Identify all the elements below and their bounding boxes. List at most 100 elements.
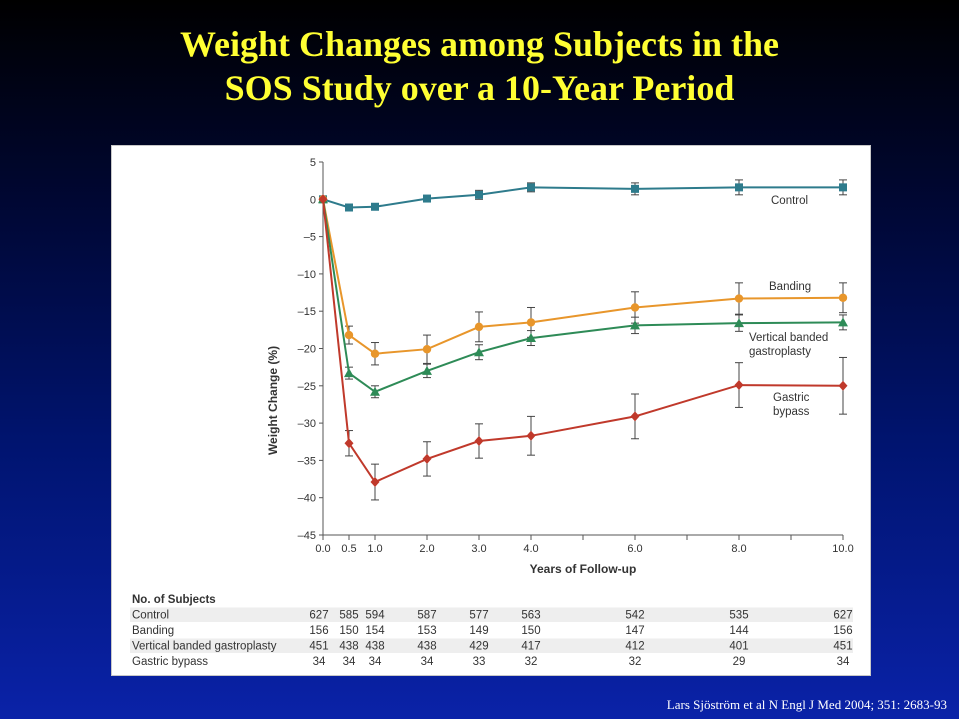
table-cell: 627 (833, 610, 852, 622)
data-point (474, 347, 484, 357)
data-point (527, 183, 535, 192)
series-label: gastroplasty (749, 346, 811, 358)
y-tick-label: –30 (298, 418, 316, 430)
data-point (526, 318, 536, 327)
data-point (734, 294, 744, 303)
table-cell: 401 (729, 641, 748, 653)
x-tick-label: 0.0 (315, 543, 330, 555)
x-tick-label: 2.0 (419, 543, 434, 555)
data-point (630, 303, 640, 312)
x-tick-label: 4.0 (523, 543, 538, 555)
table-cell: 34 (343, 656, 356, 668)
table-header: No. of Subjects (132, 594, 216, 606)
series-line (322, 199, 844, 393)
data-point (370, 477, 380, 488)
table-cell: 429 (469, 641, 488, 653)
data-point (474, 322, 484, 332)
table-row-label: Vertical banded gastroplasty (132, 641, 277, 653)
y-tick-label: –15 (298, 306, 316, 318)
table-cell: 535 (729, 610, 748, 622)
series-gastric-bypass: Gastric bypass (318, 194, 848, 501)
data-point (475, 190, 483, 199)
series-vertical-banded-gastroplasty: Vertical banded gastroplasty (318, 194, 848, 399)
series-label: Banding (769, 281, 811, 293)
slide-title-line-1: Weight Changes among Subjects in the (179, 24, 780, 64)
x-tick-label: 10.0 (832, 543, 853, 555)
data-point (345, 203, 353, 212)
data-point (370, 386, 380, 396)
table-cell: 627 (309, 610, 328, 622)
slide-title-line-2: SOS Study over a 10-Year Period (224, 68, 735, 108)
table-cell: 587 (417, 610, 436, 622)
data-point (370, 349, 380, 358)
table-cell: 34 (313, 656, 326, 668)
table-cell: 438 (417, 641, 436, 653)
table-row-label: Control (132, 610, 169, 622)
table-cell: 417 (521, 641, 540, 653)
series-line (322, 199, 844, 355)
table-cell: 29 (733, 656, 746, 668)
table-cell: 438 (339, 641, 358, 653)
x-tick-label: 6.0 (627, 543, 642, 555)
table-cell: 150 (521, 625, 540, 637)
table-cell: 412 (625, 641, 644, 653)
data-point (838, 293, 848, 302)
table-cell: 577 (469, 610, 488, 622)
table-cell: 153 (417, 625, 436, 637)
x-tick-label: 1.0 (367, 543, 382, 555)
table-cell: 451 (833, 641, 852, 653)
data-point (631, 184, 639, 193)
series-label: Vertical banded (749, 332, 828, 344)
data-point (318, 194, 328, 205)
axes: 5 0 –5 –10 –15 –20 –25 –30 –35 –40 –450.0 0.5 1.0 2.0… (266, 157, 854, 576)
data-point (630, 411, 640, 422)
y-tick-label: –20 (298, 344, 316, 356)
x-tick-label: 8.0 (731, 543, 746, 555)
table-cell: 32 (629, 656, 642, 668)
data-point (371, 202, 379, 211)
data-point (630, 320, 640, 330)
table-cell: 156 (833, 625, 852, 637)
table-cell: 32 (525, 656, 538, 668)
y-tick-label: –5 (304, 232, 316, 244)
data-point (422, 453, 432, 464)
table-cell: 34 (421, 656, 434, 668)
data-point (344, 438, 354, 449)
table-cell: 585 (339, 610, 358, 622)
subjects-table: No. of Subjects Control 627 585 594 587 577 563… (130, 594, 853, 668)
series-label: bypass (773, 406, 810, 418)
y-tick-label: –10 (298, 269, 316, 281)
data-point (474, 436, 484, 447)
y-tick-label: –35 (298, 455, 316, 467)
data-point (422, 345, 432, 354)
data-point (344, 368, 354, 378)
table-cell: 154 (365, 625, 385, 637)
table-row-shade (130, 638, 853, 653)
y-axis-title: Weight Change (%) (266, 346, 280, 455)
table-cell: 34 (369, 656, 382, 668)
data-point (839, 183, 847, 192)
y-tick-label: –40 (298, 493, 316, 505)
data-point (423, 194, 431, 203)
table-row-label: Gastric bypass (132, 656, 208, 668)
table-cell: 33 (473, 656, 486, 668)
data-point (422, 365, 432, 375)
table-cell: 150 (339, 625, 358, 637)
data-point (838, 317, 848, 327)
figure-panel: 5 0 –5 –10 –15 –20 –25 –30 –35 –40 –45 0.0 0.5 1.0 2.0… (111, 145, 871, 676)
y-tick-label: 5 (310, 157, 316, 169)
table-cell: 451 (309, 641, 328, 653)
x-axis-title: Years of Follow-up (530, 562, 637, 576)
y-tick-label: –45 (298, 530, 316, 542)
data-point (526, 333, 536, 343)
weight-change-chart: 5 0 –5 –10 –15 –20 –25 –30 –35 –40 –450.0 0.5 1.0 2.0… (130, 157, 854, 668)
data-point (735, 183, 743, 192)
table-cell: 594 (365, 610, 385, 622)
table-cell: 156 (309, 625, 328, 637)
data-point (838, 380, 848, 391)
table-cell: 144 (729, 625, 749, 637)
y-tick-label: 0 (310, 194, 316, 206)
table-cell: 149 (469, 625, 488, 637)
series-label: Control (771, 195, 808, 207)
table-row-label: Banding (132, 625, 174, 637)
